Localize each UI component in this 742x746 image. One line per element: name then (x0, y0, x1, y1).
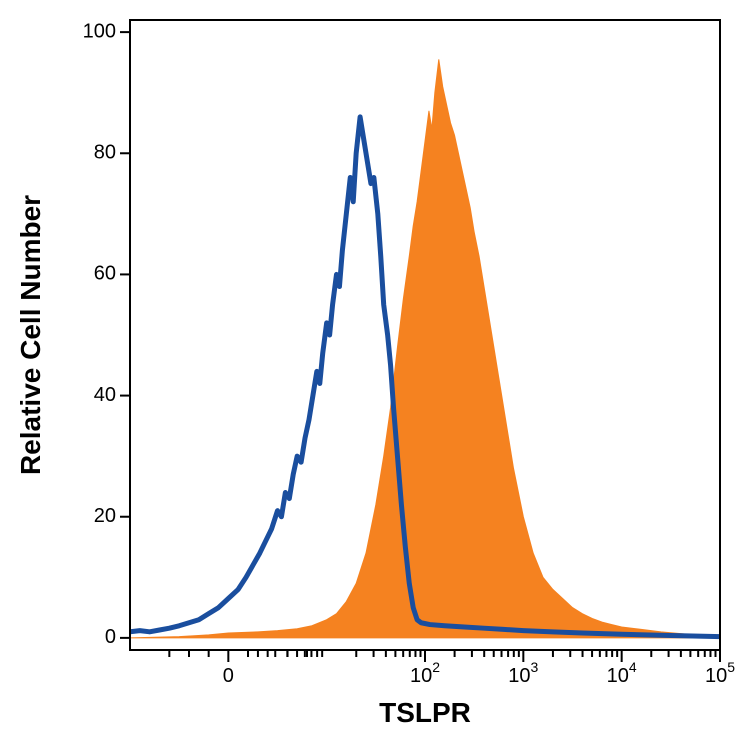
x-tick-label: 105 (705, 659, 735, 687)
y-axis-label: Relative Cell Number (15, 195, 46, 475)
x-axis-label: TSLPR (379, 697, 471, 728)
flow-cytometry-chart: 0 20 40 60 80 100 Relative Cell Number 0 102 103 1… (0, 0, 742, 746)
y-tick-label: 60 (94, 263, 116, 285)
x-tick-label: 104 (607, 659, 637, 687)
y-tick-label: 80 (94, 142, 116, 164)
y-tick-label: 40 (94, 384, 116, 406)
y-tick-label: 20 (94, 505, 116, 527)
x-tick-label: 0 (223, 665, 234, 687)
x-tick-label: 102 (410, 659, 440, 687)
x-tick-label: 103 (508, 659, 538, 687)
y-tick-label: 100 (83, 20, 116, 42)
y-tick-label: 0 (105, 626, 116, 648)
chart-svg: 0 20 40 60 80 100 Relative Cell Number 0 102 103 1… (0, 0, 742, 746)
